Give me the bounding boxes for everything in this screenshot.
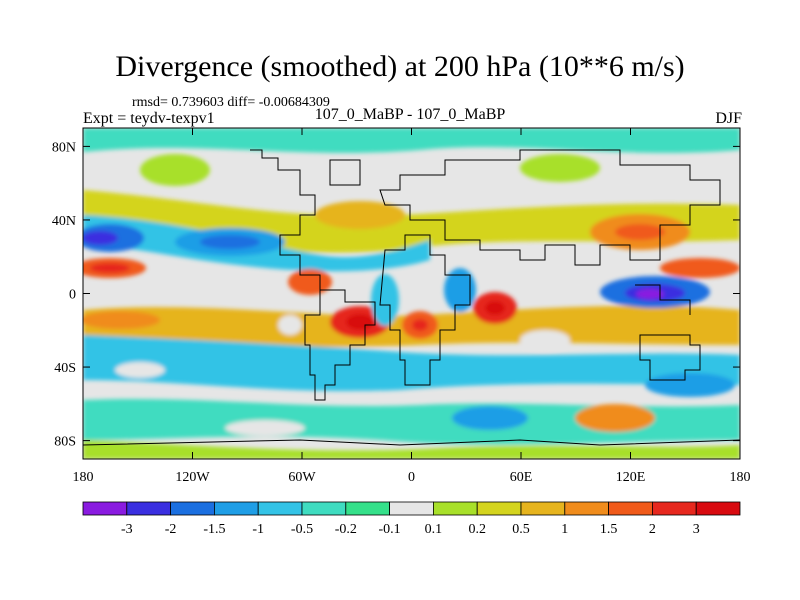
run-comparison-label: 107_0_MaBP - 107_0_MaBP	[314, 106, 506, 123]
colorbar-swatch	[564, 501, 609, 516]
lon-tick-label: 60W	[288, 470, 316, 485]
neutral-gap-2	[520, 330, 570, 350]
colorbar-swatch	[82, 501, 128, 516]
feature-indian-core	[485, 301, 505, 315]
feature-maritime-core	[636, 289, 664, 299]
lat-tick-label: 80N	[52, 140, 76, 155]
feature-east-africa-blue	[444, 268, 476, 312]
colorbar-label: -0.5	[291, 522, 313, 537]
indonesia-coast	[635, 284, 691, 315]
season-label: DJF	[715, 110, 742, 127]
colorbar-swatch	[301, 501, 347, 516]
colorbar-label: 1	[561, 522, 568, 537]
north-america-coast	[250, 149, 321, 290]
colorbar-label: -2	[165, 522, 177, 537]
africa-coast	[379, 234, 471, 386]
feature-atlantic-cyan	[371, 274, 399, 326]
feature-china-red	[615, 224, 665, 240]
colorbar-swatch	[257, 501, 303, 516]
south-america-coast	[304, 289, 376, 401]
rmsd-diff-stats: rmsd= 0.739603 diff= -0.00684309	[132, 95, 330, 110]
coastlines	[83, 149, 740, 446]
lon-tick-label: 180	[730, 470, 751, 485]
colorbar-swatch	[389, 501, 434, 516]
australia-coast	[639, 334, 701, 381]
colorbar: -3 -2 -1.5 -1 -0.5 -0.2 -0.1 0.1 0.2 0.5 1 1.5 2 3	[82, 501, 741, 537]
colorbar-swatch	[608, 501, 653, 516]
feature-north-pacific-core	[200, 235, 260, 249]
colorbar-label: 3	[693, 522, 700, 537]
lat-tick-label: 80S	[54, 435, 76, 450]
feature-south-indian-blue	[452, 406, 528, 430]
feature-southern-orange	[575, 404, 655, 432]
lat-tick-label: 0	[69, 288, 76, 303]
antarctic-band	[83, 440, 740, 459]
page-title: Divergence (smoothed) at 200 hPa (10**6 …	[115, 50, 685, 83]
neutral-gap-3	[115, 362, 165, 378]
feature-africa-core	[412, 319, 428, 331]
neutral-gap-1	[278, 315, 302, 335]
colorbar-label: -1.5	[203, 522, 225, 537]
colorbar-swatch	[170, 501, 215, 516]
feature-west-pacific-core	[83, 231, 118, 245]
colorbar-label: -0.2	[335, 522, 357, 537]
colorbar-swatch	[520, 501, 566, 516]
feature-south-pacific-orange	[83, 311, 160, 329]
colorbar-label: 0.1	[425, 522, 443, 537]
lat-tick-label: 40S	[54, 361, 76, 376]
feature-pacific-red-core	[90, 263, 130, 273]
lon-tick-label: 120E	[616, 470, 646, 485]
feature-siberia-green	[520, 154, 600, 182]
colorbar-label: -0.1	[379, 522, 401, 537]
experiment-label: Expt = teydv-texpv1	[83, 110, 215, 127]
sh-cyan-band	[83, 335, 740, 392]
map-plot-area	[83, 128, 740, 459]
feature-arctic-green	[140, 154, 210, 186]
feature-tasman-blue	[645, 373, 735, 397]
feature-east-pacific-red	[660, 258, 740, 278]
lon-tick-label: 0	[408, 470, 415, 485]
feature-atlantic-orange	[315, 201, 405, 229]
colorbar-swatch	[432, 501, 478, 516]
colorbar-swatch	[126, 501, 172, 516]
lat-tick-label: 40N	[52, 214, 76, 229]
colorbar-swatch	[652, 501, 697, 516]
lon-tick-label: 120W	[175, 470, 210, 485]
colorbar-label: 1.5	[600, 522, 618, 537]
contour-field	[83, 128, 740, 459]
latitude-axis: 80N 40N 0 40S 80S	[52, 140, 740, 450]
colorbar-label: 0.2	[468, 522, 486, 537]
feature-brazil-core	[346, 314, 374, 330]
colorbar-label: 2	[649, 522, 656, 537]
colorbar-swatch	[695, 501, 741, 516]
longitude-axis: 180 120W 60W 0 60E 120E 180	[73, 128, 751, 485]
greenland-coast	[329, 159, 361, 186]
colorbar-swatch	[213, 501, 259, 516]
colorbar-label: 0.5	[512, 522, 530, 537]
feature-caribbean-red	[288, 269, 332, 295]
neutral-gap-4	[225, 420, 305, 436]
arctic-band	[83, 128, 740, 153]
colorbar-swatch	[345, 501, 390, 516]
lon-tick-label: 180	[73, 470, 94, 485]
colorbar-label: -1	[252, 522, 264, 537]
eurasia-coast	[379, 149, 721, 266]
colorbar-swatch	[476, 501, 522, 516]
colorbar-label: -3	[121, 522, 133, 537]
antarctica-coast	[83, 439, 740, 446]
lon-tick-label: 60E	[510, 470, 533, 485]
